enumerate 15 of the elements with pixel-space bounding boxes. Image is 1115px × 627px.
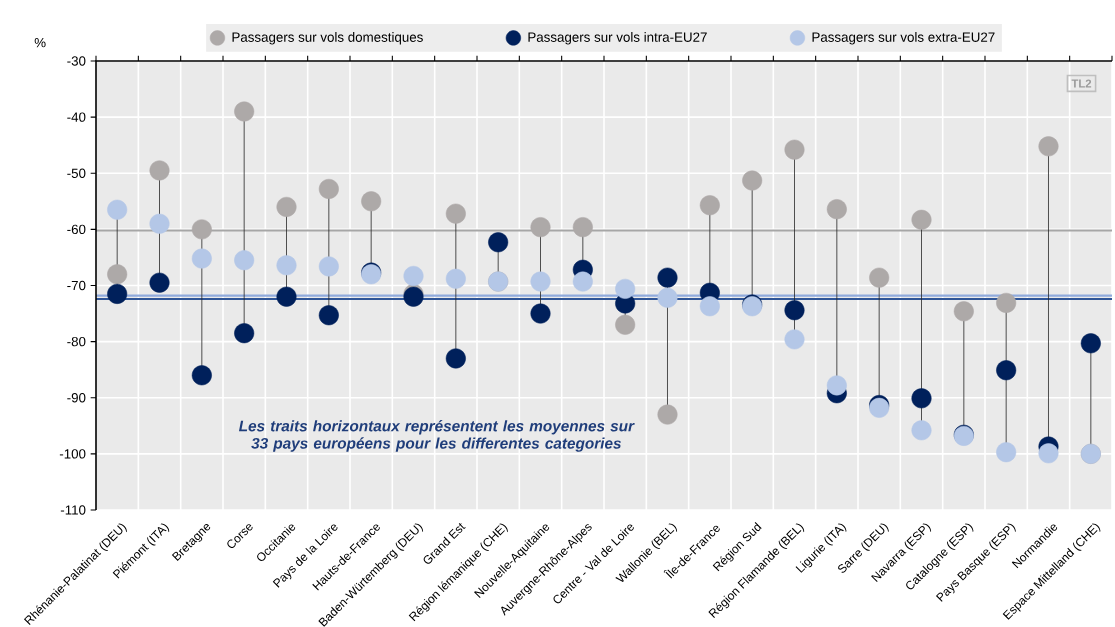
legend-label: Passagers sur vols extra-EU27	[812, 32, 995, 45]
legend-label: Passagers sur vols domestiques	[232, 32, 423, 45]
y-tick-label: -80	[67, 336, 86, 347]
annotation: Les traits horizontaux représentent les moyennes sur 33 pays européens pour les differentes categories	[238, 420, 635, 452]
y-tick-label: -60	[67, 224, 86, 235]
y-tick-label: -110	[60, 505, 86, 515]
annotation: TL2	[1071, 79, 1092, 88]
y-tick-label: -30	[67, 56, 86, 66]
y-tick-label: -70	[67, 280, 86, 291]
y-axis-title: %	[34, 37, 46, 48]
legend-label: Passagers sur vols intra-EU27	[528, 32, 707, 45]
y-tick-label: -90	[67, 393, 86, 403]
y-tick-label: -50	[67, 168, 86, 178]
y-tick-label: -100	[59, 449, 86, 459]
y-tick-label: -40	[67, 112, 86, 122]
